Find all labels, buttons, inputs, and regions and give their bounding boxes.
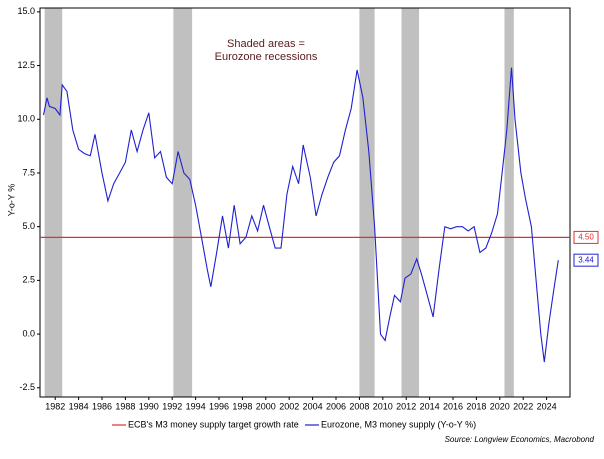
y-axis-label: Y-o-Y % <box>6 184 16 217</box>
x-tick-label: 1998 <box>232 401 252 411</box>
end-label-box <box>573 230 599 244</box>
x-tick-label: 1990 <box>139 401 159 411</box>
x-tick-label: 1982 <box>45 401 65 411</box>
source: Source: Longview Economics, Macrobond <box>445 435 595 444</box>
annotation: Shaded areas = <box>227 38 305 50</box>
end-label-box <box>573 253 599 267</box>
x-tick-label: 1984 <box>69 401 89 411</box>
y-tick-label: 2.5 <box>22 275 35 285</box>
x-tick-label: 2002 <box>279 401 299 411</box>
x-tick-label: 2024 <box>537 401 557 411</box>
y-tick-label: 7.5 <box>22 167 35 177</box>
x-tick-label: 1994 <box>186 401 206 411</box>
plot-frame <box>39 7 571 398</box>
y-tick-label: 12.5 <box>17 60 35 70</box>
y-tick-label: 0.0 <box>22 328 35 338</box>
legend-label: ECB's M3 money supply target growth rate <box>128 419 299 429</box>
x-tick-label: 2020 <box>490 401 510 411</box>
recession-band <box>401 8 420 397</box>
x-tick-label: 2022 <box>513 401 533 411</box>
x-tick-label: 2006 <box>326 401 346 411</box>
y-tick-label: 15.0 <box>17 6 35 16</box>
x-tick-label: 2018 <box>466 401 486 411</box>
recession-band <box>173 8 193 397</box>
recession-band <box>44 8 63 397</box>
x-tick-label: 2014 <box>420 401 440 411</box>
end-label: 4.50 <box>578 233 594 242</box>
x-tick-label: 2016 <box>443 401 463 411</box>
y-tick-label: -2.5 <box>19 382 35 392</box>
legend-label: Eurozone, M3 money supply (Y-o-Y %) <box>321 419 476 429</box>
x-tick-label: 2012 <box>396 401 416 411</box>
x-tick-label: 1996 <box>209 401 229 411</box>
x-tick-label: 1988 <box>115 401 135 411</box>
x-tick-label: 2008 <box>349 401 369 411</box>
end-label: 3.44 <box>578 255 594 264</box>
y-tick-label: 10.0 <box>17 114 35 124</box>
x-tick-label: 2000 <box>256 401 276 411</box>
y-tick-label: 5.0 <box>22 221 35 231</box>
recession-band <box>504 8 514 397</box>
x-tick-label: 1986 <box>92 401 112 411</box>
x-tick-label: 2010 <box>373 401 393 411</box>
annotation: Eurozone recessions <box>215 51 318 63</box>
m3-line <box>42 67 559 363</box>
x-tick-label: 1992 <box>162 401 182 411</box>
x-tick-label: 2004 <box>303 401 323 411</box>
